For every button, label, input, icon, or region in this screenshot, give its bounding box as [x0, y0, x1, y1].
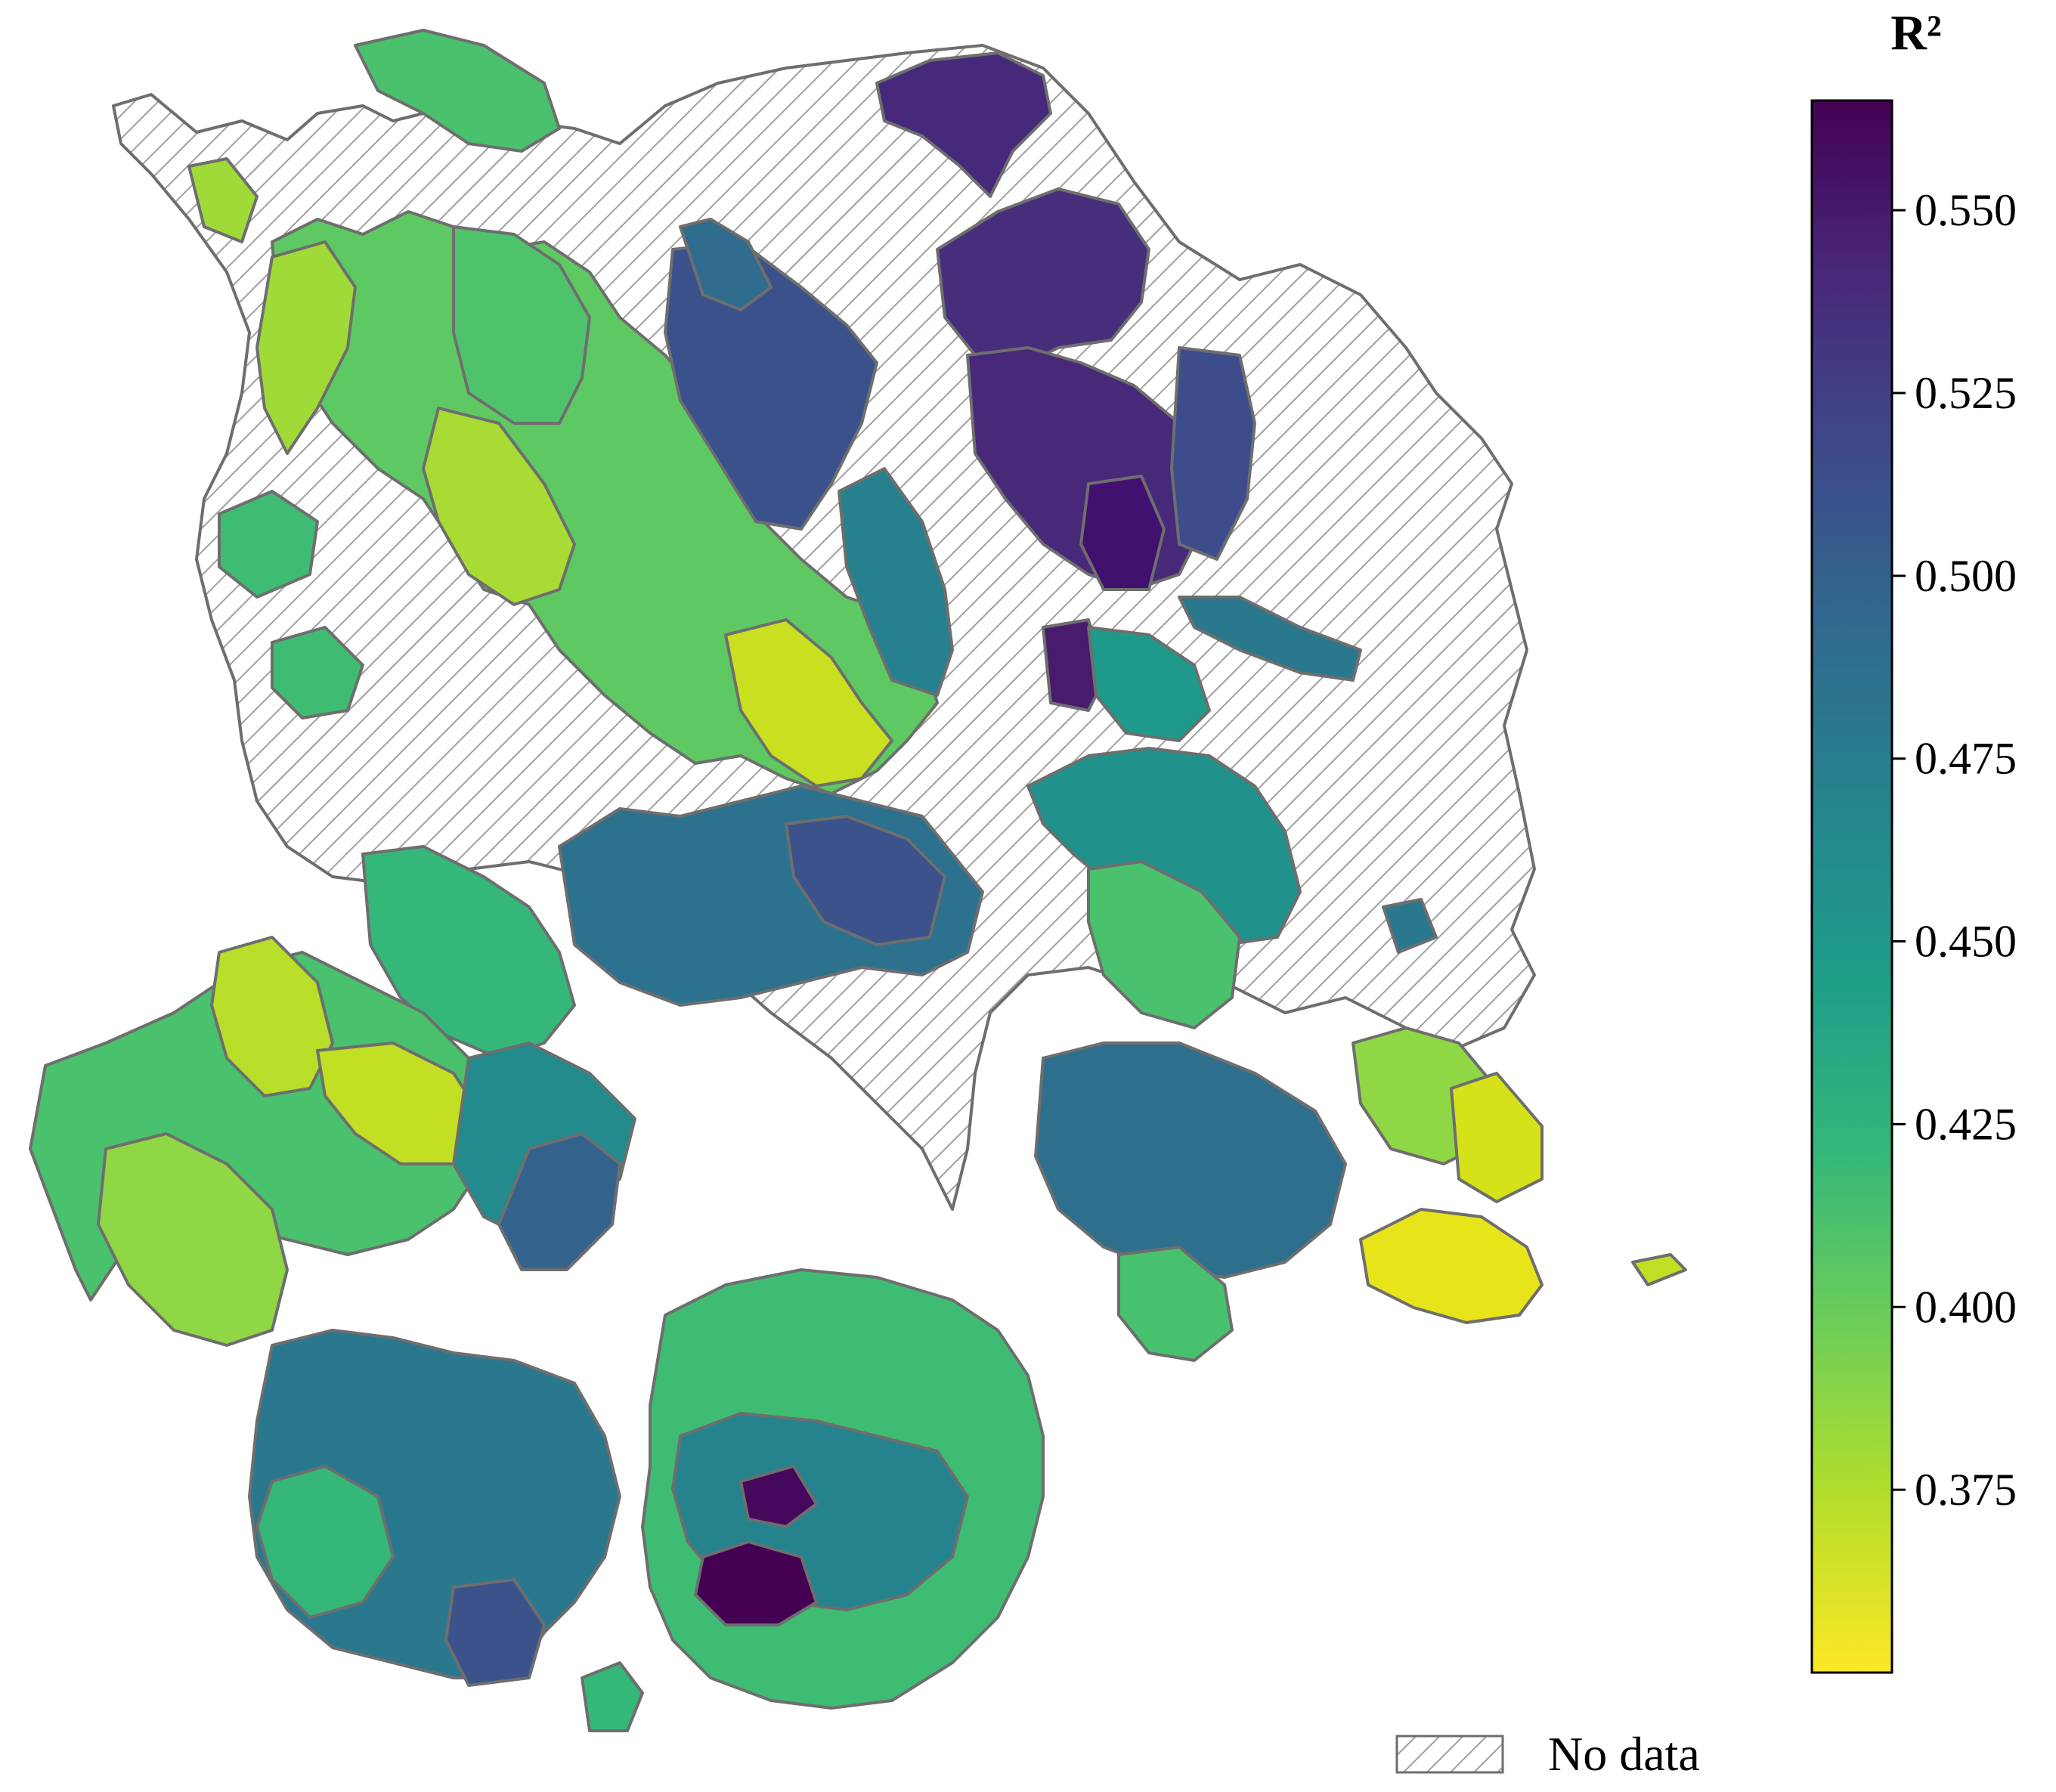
region-north-teal2	[838, 467, 954, 697]
region-island-center-deep	[694, 1540, 818, 1626]
region-islet-small	[581, 1661, 644, 1732]
legend: No data	[1395, 1727, 1700, 1781]
region-east-tip-yellow	[1359, 1208, 1544, 1324]
region-north-teal	[679, 218, 773, 311]
region-east-yellow	[1450, 1072, 1544, 1203]
region-center-yellowgreen	[724, 618, 893, 788]
colorbar-tick-label: 0.425	[1915, 1099, 2017, 1149]
region-north-blue	[664, 240, 878, 531]
region-east-islet	[1631, 1253, 1687, 1286]
region-mid-teal	[1087, 626, 1211, 742]
region-southeast-green	[1117, 1246, 1234, 1362]
region-center-lime	[422, 407, 576, 606]
region-central-blue	[785, 815, 946, 946]
region-west-lime	[255, 240, 357, 455]
region-east-spot	[1382, 898, 1438, 954]
region-island-left-blue	[444, 1578, 546, 1687]
region-west-island	[218, 490, 319, 599]
region-nw-small	[354, 29, 561, 153]
colorbar-tick-label: 0.400	[1915, 1282, 2017, 1332]
region-north-mid	[936, 187, 1150, 372]
colorbar-tick-label: 0.525	[1915, 368, 2017, 418]
region-upper-green	[452, 225, 591, 425]
colorbar-title: R²	[1890, 5, 1941, 60]
colorbar-tick-label: 0.550	[1915, 185, 2017, 235]
region-east-teal	[1026, 747, 1302, 946]
colorbar-gradient	[1810, 99, 1893, 1674]
colorbar-ticks: 0.550 0.525 0.500 0.475 0.450 0.425 0.400 0.375	[1892, 185, 2017, 1515]
colorbar-tick-label: 0.450	[1915, 917, 2017, 967]
region-north-top	[875, 51, 1052, 198]
nodata-label: No data	[1548, 1727, 1700, 1781]
choropleth-map	[30, 29, 1687, 1732]
colorbar-tick-label: 0.475	[1915, 734, 2017, 784]
region-south-lime	[97, 1132, 289, 1347]
region-northeast-teal	[1178, 596, 1362, 682]
region-central-green	[361, 845, 576, 1060]
region-north-dark	[1079, 475, 1166, 591]
region-east-purple	[1170, 346, 1256, 561]
region-southwest-lime	[210, 936, 334, 1097]
region-west-spot	[271, 626, 364, 720]
region-southeast-blue	[1034, 1041, 1347, 1279]
colorbar: R² 0.5500.5250.5000.4750.4500.4250.4000.…	[1810, 5, 2017, 1674]
region-nw-tip	[187, 157, 259, 243]
colorbar-tick-label: 0.375	[1915, 1465, 2017, 1515]
region-south-blue	[497, 1132, 621, 1271]
nodata-swatch	[1395, 1735, 1504, 1774]
region-island-left-green	[255, 1465, 395, 1619]
region-island-center-deep2	[739, 1465, 818, 1528]
colorbar-tick-label: 0.500	[1915, 551, 2017, 601]
region-east-green	[1087, 860, 1241, 1029]
